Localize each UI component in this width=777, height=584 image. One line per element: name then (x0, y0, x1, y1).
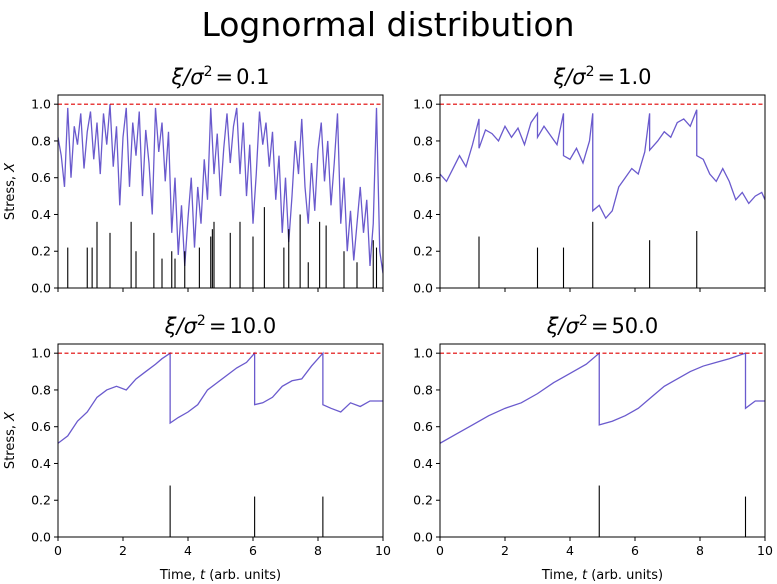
x-tick-label: 8 (696, 543, 704, 558)
y-tick-label: 0.6 (31, 419, 51, 434)
x-tick-label: 0 (436, 543, 444, 558)
y-tick-label: 0.8 (31, 133, 51, 148)
y-tick-label: 0.4 (413, 456, 433, 471)
y-tick-label: 0.0 (413, 530, 433, 545)
x-tick-label: 6 (249, 543, 257, 558)
y-axis-label: Stress, X (3, 162, 18, 220)
y-axis-label: Stress, X (3, 411, 18, 469)
x-tick-label: 6 (631, 543, 639, 558)
y-tick-label: 0.2 (31, 244, 51, 259)
axes-frame (57, 343, 384, 538)
y-tick-label: 0.6 (31, 170, 51, 185)
y-tick-label: 0.4 (413, 207, 433, 222)
y-tick-label: 0.2 (413, 244, 433, 259)
x-tick-label: 10 (375, 543, 391, 558)
stress-trace (58, 351, 383, 444)
panel-1: 0.0 0.2 0.4 0.6 0.8 1.0 ξ/σ2 = 0.1 Stress, X (3, 64, 384, 296)
y-tick-label: 0.4 (31, 207, 51, 222)
stress-trace (440, 351, 765, 444)
axes-frame (439, 343, 766, 538)
y-tick-label: 0.8 (413, 382, 433, 397)
figure-title: Lognormal distribution (201, 5, 574, 44)
panel-3: 0.0 0.2 0.4 0.6 0.8 1.0 0 2 4 6 8 10 ξ/σ2 = 10.0 Stress… (3, 313, 391, 583)
y-tick-label: 0.4 (31, 456, 51, 471)
y-tick-label: 0.8 (31, 382, 51, 397)
y-tick-label: 1.0 (31, 97, 51, 112)
x-tick-label: 2 (119, 543, 127, 558)
panel-2: 0.0 0.2 0.4 0.6 0.8 1.0 ξ/σ2 = 1.0 (413, 64, 766, 296)
y-tick-label: 1.0 (413, 97, 433, 112)
x-tick-label: 8 (314, 543, 322, 558)
x-tick-label: 4 (184, 543, 192, 558)
x-axis-label: Time, t (arb. units) (159, 568, 281, 583)
y-tick-label: 0.0 (413, 281, 433, 296)
axes-frame (439, 94, 766, 289)
y-tick-label: 0.6 (413, 419, 433, 434)
x-tick-label: 4 (566, 543, 574, 558)
stress-trace (440, 109, 765, 220)
y-tick-label: 0.0 (31, 281, 51, 296)
y-tick-label: 1.0 (413, 346, 433, 361)
y-tick-label: 0.8 (413, 133, 433, 148)
panel-title: ξ/σ2 = 50.0 (546, 313, 658, 338)
y-tick-label: 1.0 (31, 346, 51, 361)
x-tick-label: 0 (54, 543, 62, 558)
panel-4: 0.0 0.2 0.4 0.6 0.8 1.0 0 2 4 6 8 10 ξ/σ2 = 50.0 Time, … (413, 313, 773, 583)
y-tick-label: 0.2 (31, 493, 51, 508)
y-tick-label: 0.6 (413, 170, 433, 185)
x-tick-label: 2 (501, 543, 509, 558)
y-tick-label: 0.2 (413, 493, 433, 508)
x-axis-label: Time, t (arb. units) (541, 568, 663, 583)
axes-frame (57, 94, 384, 289)
panel-title: ξ/σ2 = 1.0 (552, 64, 651, 89)
stress-trace (58, 104, 383, 274)
y-tick-label: 0.0 (31, 530, 51, 545)
panel-title: ξ/σ2 = 10.0 (164, 313, 276, 338)
panel-title: ξ/σ2 = 0.1 (170, 64, 269, 89)
x-tick-label: 10 (757, 543, 773, 558)
